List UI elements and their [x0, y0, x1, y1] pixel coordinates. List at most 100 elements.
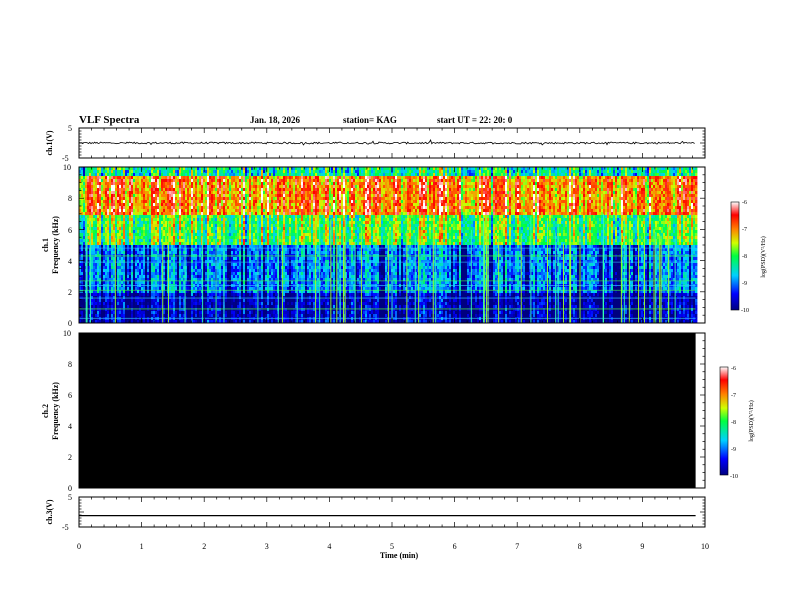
spectrogram-cell-11-6	[101, 185, 104, 189]
spectrogram-cell-82-23	[243, 236, 246, 240]
spectrogram-cell-8-2	[95, 173, 98, 177]
spectrogram-cell-62-41	[203, 290, 206, 294]
spectrogram-cell-55-49	[189, 314, 192, 318]
spectrogram-cell-31-8	[141, 191, 144, 195]
spectrogram-cell-57-41	[193, 290, 196, 294]
spectrogram-cell-37-44	[153, 299, 156, 303]
spectrogram-cell-13-4	[105, 179, 108, 183]
spectrogram-cell-15-18	[109, 221, 112, 225]
spectrogram-cell-49-21	[177, 230, 180, 234]
spectrogram-cell-65-11	[209, 200, 212, 204]
spectrogram-cell-83-25	[245, 242, 248, 246]
spectrogram-cell-46-7	[171, 188, 174, 192]
spectrogram-cell-16-26	[111, 245, 114, 249]
spectrogram-cell-69-37	[217, 278, 220, 282]
spectrogram-cell-84-18	[247, 221, 250, 225]
spectrogram-cell-38-32	[155, 263, 158, 267]
spectrogram-cell-82-46	[243, 305, 246, 309]
spectrogram-cell-14-46	[107, 305, 110, 309]
spectrogram-cell-13-27	[105, 248, 108, 252]
spectrogram-cell-15-10	[109, 197, 112, 201]
spectrogram-cell-85-20	[249, 227, 252, 231]
spectrogram-cell-95-2	[269, 173, 272, 177]
spectrogram-cell-41-24	[161, 239, 164, 243]
spectrogram-cell-21-42	[121, 293, 124, 297]
spectrogram-cell-23-12	[125, 203, 128, 207]
spectrogram-cell-25-41	[129, 290, 132, 294]
spectrogram-cell-51-2	[181, 173, 184, 177]
spectrogram-cell-36-7	[151, 188, 154, 192]
spectrogram-cell-10-18	[99, 221, 102, 225]
spectrogram-cell-88-45	[255, 302, 258, 306]
spectrogram-cell-52-30	[183, 257, 186, 261]
spectrogram-cell-49-24	[177, 239, 180, 243]
spectrogram-cell-22-49	[123, 314, 126, 318]
spectrogram-cell-62-19	[203, 224, 206, 228]
spectrogram-cell-29-5	[137, 182, 140, 186]
spectrogram-cell-2-18	[83, 221, 86, 225]
spectrogram-cell-75-6	[229, 185, 232, 189]
spectrogram-cell-85-5	[249, 182, 252, 186]
spectrogram-cell-29-2	[137, 173, 140, 177]
spectrogram-cell-19-17	[117, 218, 120, 222]
spectrogram-cell-88-48	[255, 311, 258, 315]
spectrogram-cell-1-7	[81, 188, 84, 192]
spectrogram-cell-34-4	[147, 179, 150, 183]
spectrogram-cell-46-0	[171, 167, 174, 171]
spectrogram-cell-93-9	[265, 194, 268, 198]
spectrogram-cell-36-2	[151, 173, 154, 177]
spectrogram-cell-88-38	[255, 281, 258, 285]
spectrogram-cell-47-5	[173, 182, 176, 186]
spectrogram-cell-84-7	[247, 188, 250, 192]
spectrogram-cell-9-19	[97, 224, 100, 228]
spectrogram-cell-74-10	[227, 197, 230, 201]
spectrogram-cell-92-45	[263, 302, 266, 306]
spectrogram-cell-60-12	[199, 203, 202, 207]
spectrogram-cell-63-31	[205, 260, 208, 264]
spectrogram-cell-80-8	[239, 191, 242, 195]
spectrogram-cell-16-36	[111, 275, 114, 279]
spectrogram-cell-90-8	[259, 191, 262, 195]
spectrogram-cell-66-23	[211, 236, 214, 240]
spectrogram-cell-10-45	[99, 302, 102, 306]
spectrogram-cell-16-41	[111, 290, 114, 294]
spectrogram-cell-36-38	[151, 281, 154, 285]
spectrogram-cell-93-42	[265, 293, 268, 297]
spectrogram-cell-3-1	[85, 170, 88, 174]
spectrogram-cell-72-19	[223, 224, 226, 228]
spectrogram-cell-59-12	[197, 203, 200, 207]
spectrogram-cell-70-47	[219, 308, 222, 312]
spectrogram-cell-18-33	[115, 266, 118, 270]
spectrogram-cell-87-20	[253, 227, 256, 231]
spectrogram-cell-48-10	[175, 197, 178, 201]
spectrogram-cell-38-40	[155, 287, 158, 291]
spectrogram-cell-73-5	[225, 182, 228, 186]
spectrogram-cell-29-35	[137, 272, 140, 276]
spectrogram-cell-50-46	[179, 305, 182, 309]
spectrogram-cell-48-19	[175, 224, 178, 228]
spectrogram-cell-11-24	[101, 239, 104, 243]
spectrogram-cell-19-3	[117, 176, 120, 180]
spectrogram-cell-27-45	[133, 302, 136, 306]
spectrogram-cell-24-21	[127, 230, 130, 234]
spectrogram-cell-94-32	[267, 263, 270, 267]
spectrogram-cell-69-51	[217, 320, 220, 324]
spectrogram-cell-82-6	[243, 185, 246, 189]
spectrogram-cell-52-19	[183, 224, 186, 228]
spectrogram-cell-69-6	[217, 185, 220, 189]
spectrogram-cell-42-33	[163, 266, 166, 270]
spectrogram-cell-28-37	[135, 278, 138, 282]
spectrogram-cell-49-46	[177, 305, 180, 309]
spectrogram-cell-51-41	[181, 290, 184, 294]
spectrogram-cell-36-14	[151, 209, 154, 213]
spectrogram-cell-89-13	[257, 206, 260, 210]
spectrogram-cell-40-2	[159, 173, 162, 177]
spectrogram-cell-78-48	[235, 311, 238, 315]
spectrogram-cell-28-44	[135, 299, 138, 303]
spectrogram-cell-60-48	[199, 311, 202, 315]
spectrogram-cell-47-2	[173, 173, 176, 177]
spectrogram-cell-48-12	[175, 203, 178, 207]
spectrogram-cell-62-3	[203, 176, 206, 180]
spectrogram-cell-12-9	[103, 194, 106, 198]
spectrogram-cell-90-14	[259, 209, 262, 213]
